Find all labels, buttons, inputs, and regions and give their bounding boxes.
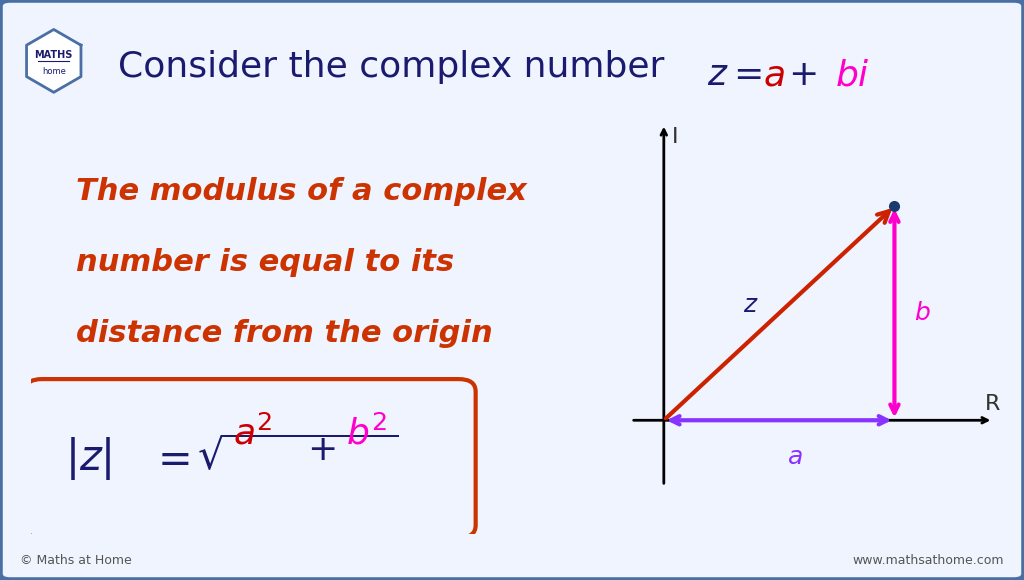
Text: © Maths at Home: © Maths at Home [20, 554, 132, 567]
Text: home: home [42, 67, 66, 77]
Text: number is equal to its: number is equal to its [76, 248, 454, 277]
Text: $|z|$: $|z|$ [65, 435, 112, 482]
Text: $=$: $=$ [150, 437, 189, 480]
Text: MATHS: MATHS [35, 50, 73, 60]
Text: distance from the origin: distance from the origin [76, 318, 493, 347]
Text: $b^2$: $b^2$ [346, 415, 387, 451]
Text: www.mathsathome.com: www.mathsathome.com [852, 554, 1004, 567]
Text: $+$: $+$ [307, 433, 335, 467]
Text: a: a [787, 444, 803, 469]
Text: The modulus of a complex: The modulus of a complex [76, 177, 526, 206]
Text: $a^2$: $a^2$ [233, 415, 272, 451]
Text: b: b [914, 301, 930, 325]
Text: $a$: $a$ [763, 59, 784, 92]
Polygon shape [27, 30, 81, 92]
Text: I: I [672, 127, 679, 147]
Text: z: z [743, 293, 756, 317]
Text: R: R [985, 394, 1000, 414]
FancyBboxPatch shape [25, 379, 475, 538]
Text: Consider the complex number: Consider the complex number [118, 50, 676, 84]
Text: $z = $: $z = $ [707, 59, 761, 92]
Text: $\sqrt{\ \ \ \ \ \ \ \ \ \ \ \ }$: $\sqrt{\ \ \ \ \ \ \ \ \ \ \ \ }$ [197, 437, 398, 480]
Text: $bi$: $bi$ [835, 59, 869, 92]
Text: $ + $: $ + $ [788, 59, 817, 92]
